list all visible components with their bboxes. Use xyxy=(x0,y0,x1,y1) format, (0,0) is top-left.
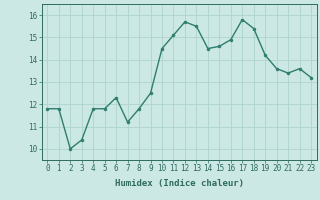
X-axis label: Humidex (Indice chaleur): Humidex (Indice chaleur) xyxy=(115,179,244,188)
